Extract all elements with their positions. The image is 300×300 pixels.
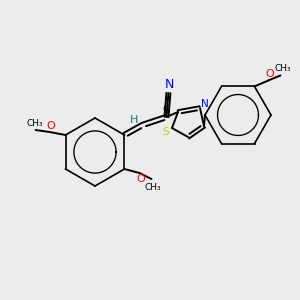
Text: C: C: [163, 105, 170, 115]
Text: H: H: [130, 115, 139, 125]
Text: S: S: [163, 127, 169, 137]
Text: CH₃: CH₃: [144, 182, 161, 191]
Text: O: O: [136, 174, 145, 184]
Text: N: N: [201, 99, 209, 109]
Text: O: O: [265, 69, 274, 80]
Text: N: N: [165, 79, 174, 92]
Text: CH₃: CH₃: [274, 64, 291, 73]
Text: O: O: [46, 121, 55, 131]
Text: CH₃: CH₃: [26, 118, 43, 127]
